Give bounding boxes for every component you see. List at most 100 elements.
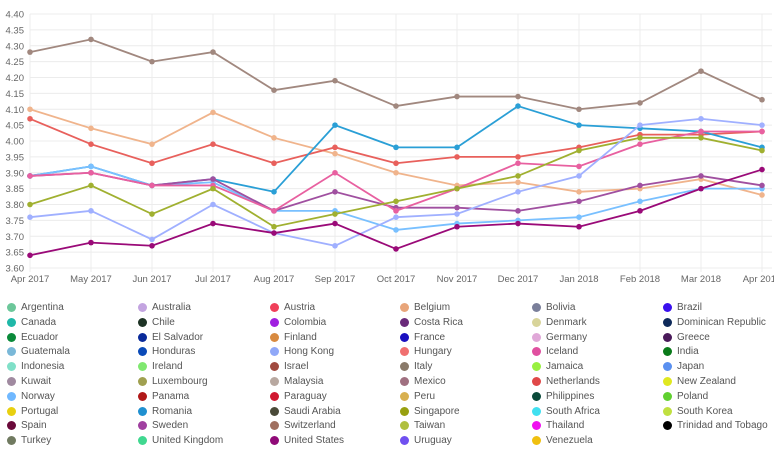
legend-item-paraguay[interactable]: Paraguay [270, 391, 327, 402]
legend-item-philippines[interactable]: Philippines [532, 391, 594, 402]
data-point-romania [332, 122, 338, 128]
legend-item-new-zealand[interactable]: New Zealand [663, 376, 736, 387]
y-tick-label: 3.70 [6, 232, 25, 243]
y-tick-label: 3.65 [6, 248, 25, 259]
legend-item-colombia[interactable]: Colombia [270, 317, 326, 328]
legend-label: Austria [284, 302, 316, 313]
data-point-iceland [698, 128, 704, 135]
legend-item-japan[interactable]: Japan [663, 361, 704, 372]
data-point-hong-kong [759, 122, 765, 128]
legend-item-hungary[interactable]: Hungary [400, 346, 452, 357]
legend-item-romania[interactable]: Romania [138, 406, 192, 417]
legend-item-thailand[interactable]: Thailand [532, 420, 584, 431]
legend-item-austria[interactable]: Austria [270, 302, 315, 313]
legend-item-taiwan[interactable]: Taiwan [400, 420, 445, 431]
legend-item-saudi-arabia[interactable]: Saudi Arabia [270, 406, 341, 417]
legend-label: Singapore [414, 405, 460, 417]
legend-swatch-icon [138, 332, 147, 342]
legend-item-malaysia[interactable]: Malaysia [270, 376, 323, 387]
legend-label: Jamaica [546, 361, 584, 373]
legend-item-belgium[interactable]: Belgium [400, 302, 450, 313]
legend-item-finland[interactable]: Finland [270, 332, 317, 343]
legend-item-india[interactable]: India [663, 346, 699, 357]
y-tick-label: 4.00 [6, 137, 25, 148]
legend-swatch-icon [532, 317, 541, 327]
legend-swatch-icon [270, 347, 279, 357]
legend-label: El Salvador [152, 331, 204, 343]
legend-swatch-icon [663, 303, 672, 312]
legend-item-dominican-republic[interactable]: Dominican Republic [663, 317, 766, 328]
legend-item-honduras[interactable]: Honduras [138, 346, 195, 357]
legend-item-australia[interactable]: Australia [138, 302, 191, 313]
legend-item-trinidad-and-tobago[interactable]: Trinidad and Tobago [663, 420, 768, 431]
legend-item-el-salvador[interactable]: El Salvador [138, 332, 203, 343]
legend-label: Norway [21, 390, 55, 402]
legend-item-singapore[interactable]: Singapore [400, 406, 460, 417]
legend-item-canada[interactable]: Canada [7, 317, 56, 328]
legend-item-israel[interactable]: Israel [270, 361, 308, 372]
legend-label: Australia [152, 302, 191, 313]
legend-item-mexico[interactable]: Mexico [400, 376, 446, 387]
legend-label: South Korea [677, 405, 733, 417]
data-point-sweden [332, 189, 338, 195]
data-point-hong-kong [576, 173, 582, 179]
legend-item-guatemala[interactable]: Guatemala [7, 346, 70, 357]
legend-item-france[interactable]: France [400, 332, 445, 343]
legend-item-ireland[interactable]: Ireland [138, 361, 183, 372]
legend-item-switzerland[interactable]: Switzerland [270, 420, 336, 431]
legend-item-south-korea[interactable]: South Korea [663, 406, 733, 417]
legend-item-sweden[interactable]: Sweden [138, 420, 188, 431]
data-point-switzerland [271, 87, 277, 93]
legend-label: Poland [677, 390, 709, 402]
legend-item-jamaica[interactable]: Jamaica [532, 361, 583, 372]
legend-item-iceland[interactable]: Iceland [532, 346, 578, 357]
legend-item-denmark[interactable]: Denmark [532, 317, 587, 328]
legend-swatch-icon [532, 391, 541, 401]
legend-item-united-states[interactable]: United States [270, 435, 344, 446]
legend-label: Venezuela [546, 435, 593, 447]
legend-item-uruguay[interactable]: Uruguay [400, 435, 452, 446]
legend-item-italy[interactable]: Italy [400, 361, 432, 372]
legend-item-venezuela[interactable]: Venezuela [532, 435, 593, 446]
y-tick-label: 4.25 [6, 57, 25, 68]
data-point-singapore [27, 201, 33, 208]
legend-label: Malaysia [284, 376, 324, 387]
legend-item-greece[interactable]: Greece [663, 332, 710, 343]
legend-item-luxembourg[interactable]: Luxembourg [138, 376, 208, 387]
legend-label: Romania [152, 405, 193, 417]
legend-item-indonesia[interactable]: Indonesia [7, 361, 64, 372]
x-tick-label: Sep 2017 [315, 274, 356, 285]
legend-item-south-africa[interactable]: South Africa [532, 406, 600, 417]
legend-swatch-icon [270, 421, 279, 431]
legend-item-spain[interactable]: Spain [7, 420, 47, 431]
legend-swatch-icon [400, 347, 409, 357]
legend-item-costa-rica[interactable]: Costa Rica [400, 317, 463, 328]
legend-item-turkey[interactable]: Turkey [7, 435, 51, 446]
data-point-romania [515, 103, 521, 109]
data-point-hong-kong [698, 115, 704, 122]
legend-item-peru[interactable]: Peru [400, 391, 435, 402]
legend-item-portugal[interactable]: Portugal [7, 406, 58, 417]
data-point-united-states [332, 220, 338, 227]
grid [29, 13, 772, 272]
x-tick-label: Feb 2018 [620, 274, 660, 285]
data-point-switzerland [454, 93, 460, 100]
legend-swatch-icon [532, 436, 541, 446]
legend-swatch-icon [270, 317, 279, 327]
x-tick-label: Oct 2017 [377, 274, 416, 285]
legend-item-germany[interactable]: Germany [532, 332, 587, 343]
x-tick-label: Nov 2017 [437, 274, 478, 285]
legend-item-bolivia[interactable]: Bolivia [532, 302, 575, 313]
legend-item-norway[interactable]: Norway [7, 391, 55, 402]
legend-item-netherlands[interactable]: Netherlands [532, 376, 600, 387]
legend-swatch-icon [400, 391, 409, 401]
legend-item-brazil[interactable]: Brazil [663, 302, 702, 313]
legend-item-poland[interactable]: Poland [663, 391, 708, 402]
legend-item-hong-kong[interactable]: Hong Kong [270, 346, 334, 357]
legend-item-ecuador[interactable]: Ecuador [7, 332, 58, 343]
legend-item-kuwait[interactable]: Kuwait [7, 376, 51, 387]
legend-item-united-kingdom[interactable]: United Kingdom [138, 435, 223, 446]
legend-item-panama[interactable]: Panama [138, 391, 189, 402]
legend-item-chile[interactable]: Chile [138, 317, 175, 328]
legend-item-argentina[interactable]: Argentina [7, 302, 64, 313]
